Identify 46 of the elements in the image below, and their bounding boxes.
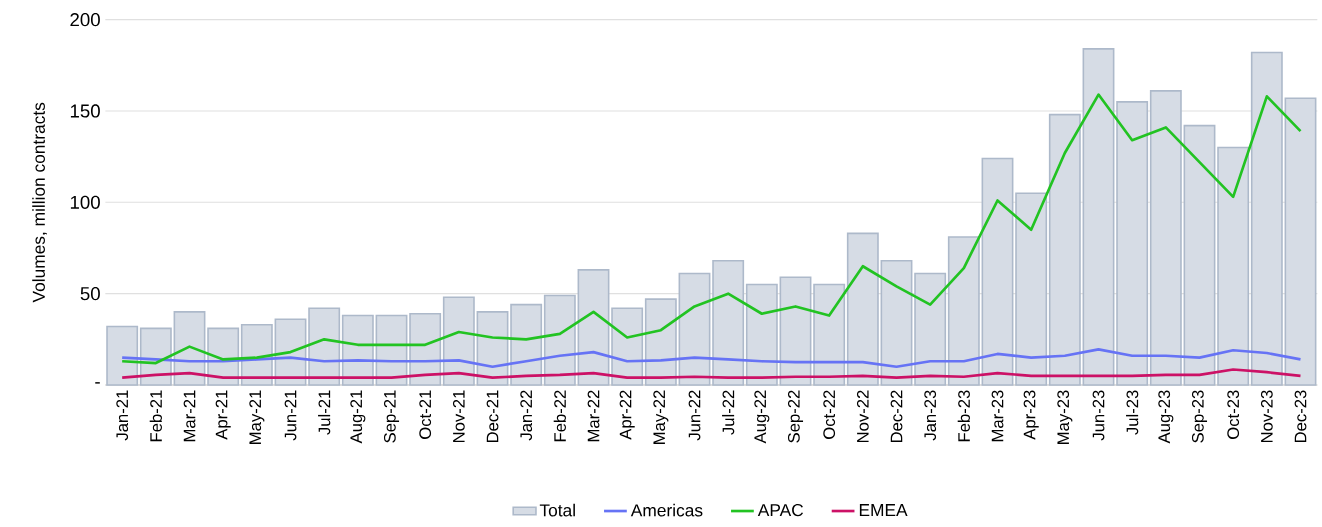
x-tick-label: Oct-22 [823, 390, 836, 439]
x-tick-label: Jun-22 [688, 390, 701, 441]
y-tick-label: 200 [70, 13, 100, 27]
x-tick-label: Sep-22 [787, 390, 804, 443]
x-tick-label: Jan-22 [520, 390, 533, 441]
x-tick-label: Nov-23 [1260, 390, 1273, 443]
y-axis-title: Volumes, million contracts [32, 102, 47, 303]
x-tick-label: Dec-22 [890, 390, 903, 443]
x-tick-label: Oct-23 [1227, 390, 1240, 439]
x-tick-label: Aug-22 [754, 390, 770, 444]
x-tick-label: Jul-21 [318, 390, 331, 435]
x-tick-label: Mar-21 [183, 390, 196, 442]
x-tick-label: Sep-21 [383, 390, 400, 443]
x-tick-label: May-23 [1057, 390, 1073, 444]
x-tick-label: Feb-21 [149, 390, 162, 442]
x-tick-label: Jul-22 [722, 390, 735, 435]
legend-label: EMEA [859, 504, 908, 516]
x-tick-label: Mar-23 [991, 390, 1004, 442]
x-tick-label: Apr-23 [1023, 390, 1039, 440]
legend-label: Americas [630, 503, 703, 517]
x-tick-label: Feb-22 [553, 390, 566, 442]
x-tick-label: Dec-23 [1294, 390, 1307, 443]
y-tick-label: 100 [70, 195, 100, 209]
x-tick-label: Aug-21 [350, 390, 366, 444]
x-tick-label: Jun-23 [1092, 390, 1105, 441]
x-tick-label: Jul-23 [1126, 390, 1139, 435]
legend-label: APAC [757, 503, 804, 517]
x-tick-label: Feb-23 [957, 390, 970, 442]
x-tick-label: Dec-21 [486, 390, 499, 443]
x-tick-label: Jan-21 [116, 390, 129, 441]
x-tick-label: Sep-23 [1191, 390, 1208, 443]
x-tick-label: May-22 [653, 390, 669, 444]
x-tick-label: Jan-23 [924, 390, 937, 441]
y-tick-label: 50 [80, 287, 100, 301]
x-tick-label: Mar-22 [587, 390, 600, 442]
x-tick-label: Jun-21 [284, 390, 297, 441]
x-tick-label: Aug-23 [1158, 390, 1174, 444]
y-tick-label: - [95, 382, 100, 384]
legend-label: Total [539, 503, 575, 517]
x-tick-label: May-21 [249, 390, 265, 444]
x-tick-label: Apr-21 [215, 390, 231, 440]
x-tick-label: Nov-22 [856, 390, 869, 443]
x-tick-label: Oct-21 [419, 390, 432, 439]
x-tick-label: Nov-21 [452, 390, 465, 443]
x-tick-label: Apr-22 [619, 390, 635, 440]
y-tick-label: 150 [70, 104, 100, 118]
